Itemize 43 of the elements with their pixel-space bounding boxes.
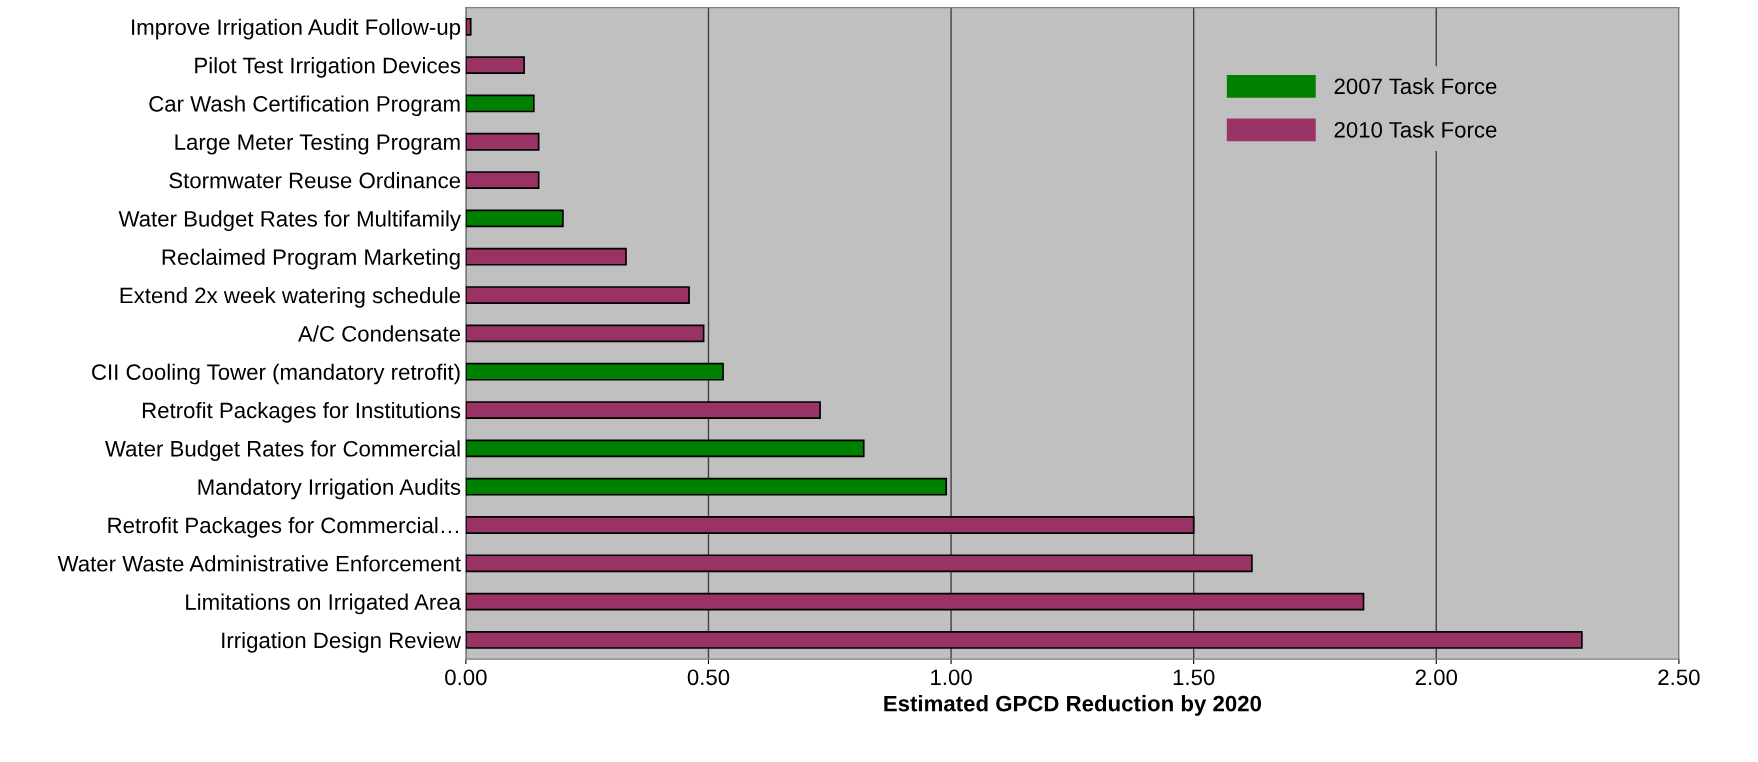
y-tick-label: Stormwater Reuse Ordinance xyxy=(169,172,461,189)
x-tick-label: 0.50 xyxy=(687,669,730,686)
y-tick-label: Mandatory Irrigation Audits xyxy=(198,478,461,500)
x-tick-label: 1.50 xyxy=(1173,669,1215,686)
y-tick-label: CII Cooling Tower (mandatory retrofit) xyxy=(92,363,460,385)
y-tick-label: Improve Irrigation Audit Follow-up xyxy=(132,18,461,40)
legend-label: 2007 Task Force xyxy=(1334,77,1497,95)
bar xyxy=(465,17,472,36)
bar xyxy=(465,94,535,113)
legend-label: 2010 Task Force xyxy=(1334,121,1497,138)
bar xyxy=(465,286,690,304)
bar xyxy=(465,401,821,419)
bar xyxy=(465,324,705,343)
bar xyxy=(465,362,724,381)
y-tick-label: Car Wash Certification Program xyxy=(149,95,460,117)
y-tick-label: Retrofit Packages for Institutions xyxy=(142,401,461,423)
bar xyxy=(465,592,1365,611)
x-axis-title: Estimated GPCD Reduction by 2020 xyxy=(884,695,1262,716)
x-tick-label: 2.00 xyxy=(1415,669,1458,686)
bar xyxy=(465,132,540,151)
y-tick-label: Pilot Test Irrigation Devices xyxy=(195,57,461,78)
y-tick-label: Retrofit Packages for Commercial… xyxy=(108,516,459,538)
bar xyxy=(465,171,540,189)
bar xyxy=(465,516,1195,534)
bar xyxy=(465,209,564,228)
y-tick-label: Water Budget Rates for Multifamily xyxy=(118,210,461,232)
bar xyxy=(465,56,525,74)
bar xyxy=(465,477,948,496)
y-tick-label: Extend 2x week watering schedule xyxy=(120,287,461,308)
bar xyxy=(465,554,1253,573)
x-tick-label: 2.50 xyxy=(1658,669,1700,686)
y-tick-label: Water Waste Administrative Enforcement xyxy=(57,555,461,572)
y-tick-label: Large Meter Testing Program xyxy=(175,133,460,155)
bar xyxy=(465,247,627,266)
x-tick-label: 1.00 xyxy=(931,669,972,686)
y-tick-label: Irrigation Design Review xyxy=(222,631,462,653)
y-tick-label: Limitations on Irrigated Area xyxy=(186,593,462,615)
bar xyxy=(465,439,865,458)
x-tick-label: 0.00 xyxy=(445,669,487,686)
y-tick-label: A/C Condensate xyxy=(298,325,461,342)
y-tick-label: Water Budget Rates for Commercial xyxy=(105,440,460,462)
y-tick-label: Reclaimed Program Marketing xyxy=(162,248,460,270)
bar xyxy=(465,631,1583,649)
